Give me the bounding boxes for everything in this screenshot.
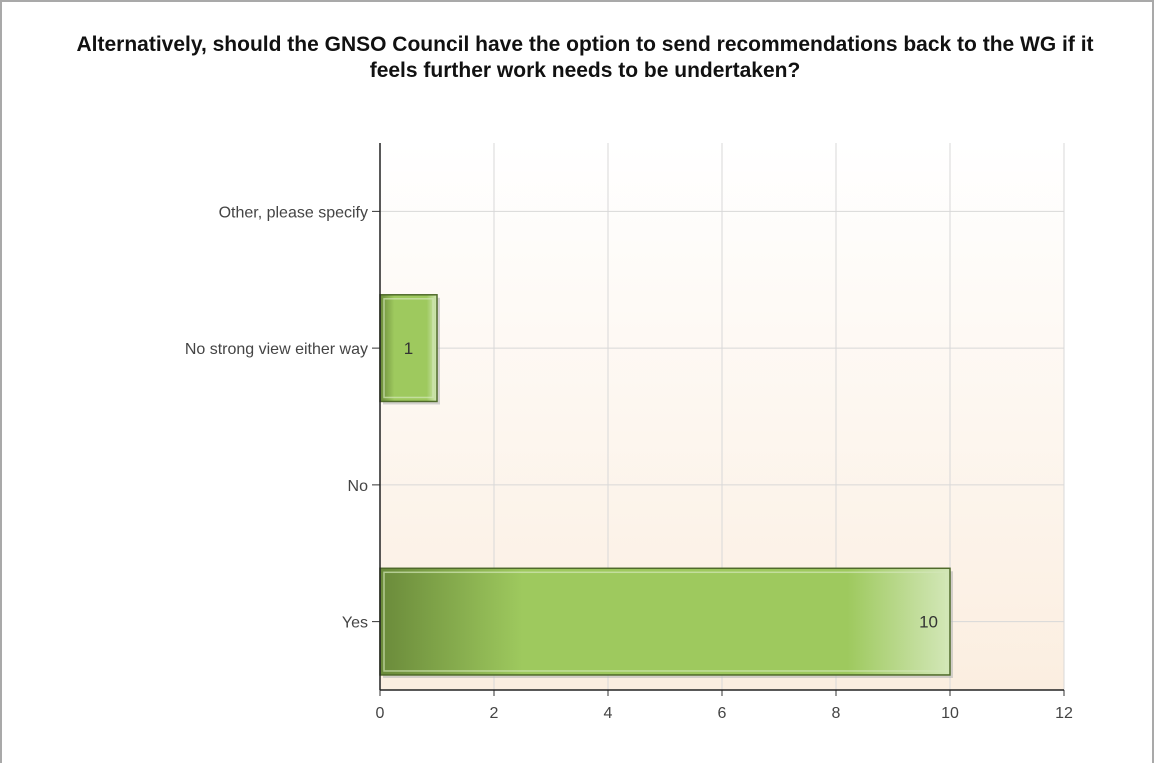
x-tick-label: 0 <box>376 705 385 722</box>
x-tick-label: 4 <box>604 705 613 722</box>
category-label: No strong view either way <box>185 341 368 358</box>
category-label: Yes <box>342 615 368 632</box>
bar <box>379 567 951 676</box>
data-label: 1 <box>404 339 413 358</box>
category-label: No <box>348 478 369 495</box>
x-tick-label: 10 <box>941 705 959 722</box>
data-label: 10 <box>919 613 938 632</box>
x-tick-label: 6 <box>718 705 727 722</box>
chart-title: Alternatively, should the GNSO Council h… <box>76 33 1094 82</box>
bar <box>379 294 438 403</box>
bar-bevel <box>383 298 434 399</box>
bar-bevel <box>383 571 947 672</box>
x-tick-label: 8 <box>832 705 841 722</box>
x-tick-label: 12 <box>1055 705 1073 722</box>
x-tick-label: 2 <box>490 705 499 722</box>
category-label: Other, please specify <box>219 204 368 221</box>
